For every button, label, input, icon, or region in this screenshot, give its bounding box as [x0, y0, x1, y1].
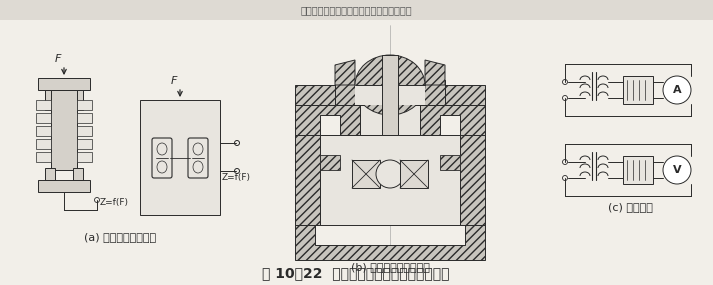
Bar — [140, 100, 220, 215]
Bar — [73, 168, 83, 180]
Circle shape — [663, 76, 691, 104]
Bar — [36, 139, 51, 149]
Bar — [623, 156, 653, 184]
Polygon shape — [335, 60, 355, 85]
Bar — [36, 113, 51, 123]
Bar — [77, 100, 92, 110]
Text: Z=f(F): Z=f(F) — [222, 173, 251, 182]
Bar — [382, 55, 398, 135]
Bar — [77, 113, 92, 123]
Bar — [335, 80, 445, 105]
Bar — [295, 85, 485, 105]
Polygon shape — [295, 225, 485, 260]
Bar — [77, 152, 92, 162]
Ellipse shape — [376, 160, 404, 188]
Bar — [36, 100, 51, 110]
Bar — [51, 90, 77, 170]
Bar — [36, 152, 51, 162]
Bar — [460, 135, 485, 225]
Text: (b) 阻流圈式压力传感器: (b) 阻流圈式压力传感器 — [351, 262, 429, 272]
Bar — [400, 160, 428, 188]
Polygon shape — [320, 155, 340, 170]
Text: 图 10－22  阻流圈式传感器原理与测量电路: 图 10－22 阻流圈式传感器原理与测量电路 — [262, 266, 450, 280]
Polygon shape — [295, 105, 360, 135]
Text: A: A — [672, 85, 682, 95]
Text: (a) 阻流圈式压磁元件: (a) 阻流圈式压磁元件 — [84, 232, 156, 242]
Ellipse shape — [355, 55, 425, 115]
Bar — [77, 126, 92, 136]
Text: V: V — [672, 165, 682, 175]
Bar — [45, 168, 55, 180]
Bar — [355, 85, 425, 105]
Bar — [623, 76, 653, 104]
Bar — [295, 135, 320, 225]
Polygon shape — [425, 60, 445, 85]
Bar — [320, 135, 460, 225]
Bar — [38, 180, 90, 192]
Polygon shape — [440, 155, 460, 170]
Bar — [45, 90, 55, 110]
Circle shape — [663, 156, 691, 184]
Bar — [77, 139, 92, 149]
Bar — [36, 126, 51, 136]
Text: (c) 测量电路: (c) 测量电路 — [607, 202, 652, 212]
Text: F: F — [171, 76, 178, 86]
Polygon shape — [420, 105, 485, 135]
Bar — [73, 90, 83, 110]
Bar — [38, 78, 90, 90]
Bar — [0, 0, 713, 20]
Text: F: F — [55, 54, 61, 64]
Bar — [352, 160, 380, 188]
Bar — [360, 105, 420, 135]
Text: 制冷系统压磁式传感器的结构及其工作原理: 制冷系统压磁式传感器的结构及其工作原理 — [300, 5, 412, 15]
Text: Z=f(F): Z=f(F) — [100, 198, 129, 207]
